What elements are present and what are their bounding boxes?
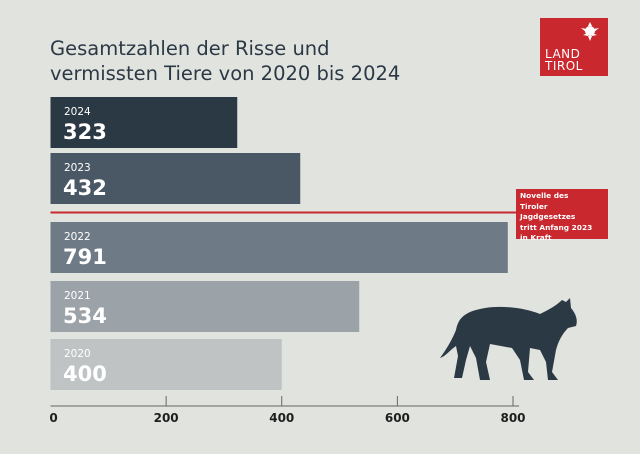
category-label: 2023 — [64, 162, 91, 174]
x-tick-label: 200 — [154, 411, 179, 425]
bar-2022 — [50, 222, 508, 273]
category-label: 2021 — [64, 290, 91, 302]
title-line-1: Gesamtzahlen der Risse und — [50, 37, 330, 60]
x-tick-label: 600 — [385, 411, 410, 425]
x-tick-label: 400 — [269, 411, 294, 425]
value-label: 323 — [63, 120, 107, 144]
chart-title: Gesamtzahlen der Risse und vermissten Tie… — [50, 36, 400, 86]
value-label: 791 — [63, 245, 107, 269]
bar-2024 — [50, 97, 238, 148]
value-label: 534 — [63, 304, 107, 328]
logo-text-tirol: TIROL — [545, 59, 583, 73]
category-label: 2020 — [64, 348, 91, 360]
annotation-box: Novelle des Tiroler Jagdgesetzes tritt A… — [516, 189, 608, 242]
land-tirol-logo: LAND TIROL — [540, 18, 608, 76]
note-line: Novelle des — [520, 191, 569, 200]
value-label: 432 — [63, 176, 107, 200]
value-label: 400 — [63, 362, 107, 386]
note-line: tritt Anfang 2023 — [520, 222, 593, 232]
eagle-icon — [581, 22, 599, 41]
title-line-2: vermissten Tiere von 2020 bis 2024 — [50, 62, 401, 85]
logo-text-land: LAND — [545, 47, 581, 61]
x-tick-label: 0 — [49, 411, 57, 425]
bar-2023 — [50, 153, 301, 204]
category-label: 2024 — [64, 106, 91, 118]
note-line: Tiroler Jagdgesetzes — [520, 201, 576, 222]
bar-2020 — [50, 339, 282, 390]
bar-2021 — [50, 281, 360, 332]
note-line: in Kraft — [520, 233, 552, 242]
x-tick-label: 800 — [500, 411, 525, 425]
category-label: 2022 — [64, 231, 91, 243]
